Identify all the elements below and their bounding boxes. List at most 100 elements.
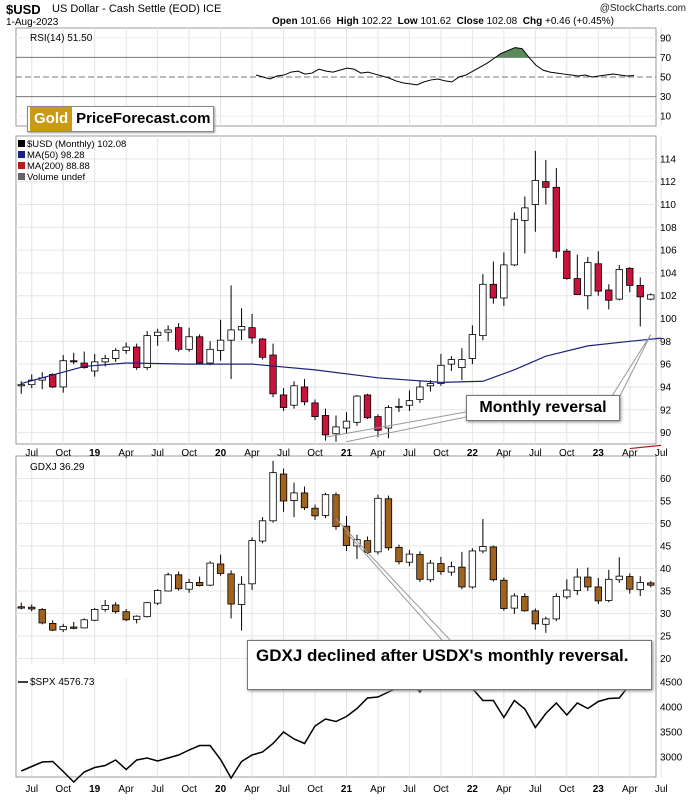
x-tick-label-bottom: Oct xyxy=(433,784,449,795)
usd-candle xyxy=(458,359,466,368)
usd-tick-label: 108 xyxy=(660,223,677,234)
ma200-line xyxy=(629,444,662,450)
usd-tick-label: 90 xyxy=(660,428,672,439)
usd-candle xyxy=(122,346,130,351)
usd-tick-label: 94 xyxy=(660,382,672,393)
gdxj-candle xyxy=(353,539,361,547)
gdxj-candle xyxy=(489,546,498,581)
gdxj-candle xyxy=(521,596,529,612)
gdxj-candle xyxy=(615,575,623,581)
gdxj-candle xyxy=(216,563,225,574)
legend-swatch xyxy=(18,140,25,147)
gdxj-candle xyxy=(332,494,340,528)
x-tick-label-usd: Apr xyxy=(244,448,260,459)
x-tick-label-bottom: Jul xyxy=(529,784,542,795)
x-tick-label-bottom: Jul xyxy=(403,784,416,795)
close-label: Close xyxy=(456,16,484,27)
reversal-leader xyxy=(346,416,467,443)
x-tick-label-bottom: Jul xyxy=(277,784,290,795)
gdxj-candle xyxy=(279,473,288,502)
usd-candle xyxy=(216,339,225,351)
rsi-tick-label: 90 xyxy=(660,33,672,44)
usd-candle xyxy=(332,426,340,435)
gdxj-tick-label: 20 xyxy=(660,654,672,665)
gdxj-candle xyxy=(531,610,539,625)
open-value: 101.66 xyxy=(300,16,331,27)
x-tick-label-bottom: Apr xyxy=(244,784,260,795)
x-tick-label-bottom: Jul xyxy=(151,784,164,795)
logo-priceforecast: PriceForecast.com xyxy=(76,110,211,127)
gdxj-leader xyxy=(335,518,451,641)
usd-candle xyxy=(605,289,613,301)
ma50-line xyxy=(21,337,662,385)
usd-candle xyxy=(626,267,634,286)
gdxj-candle xyxy=(101,605,109,610)
gdxj-candle xyxy=(321,494,330,516)
gdxj-candle xyxy=(552,596,560,620)
x-tick-label-usd: 19 xyxy=(89,448,101,459)
gdxj-candle xyxy=(374,497,382,553)
spx-legend-bg xyxy=(17,664,137,678)
rsi-line xyxy=(255,47,635,86)
x-tick-label-usd: Jul xyxy=(403,448,416,459)
x-tick-label-usd: Oct xyxy=(55,448,71,459)
usd-tick-label: 104 xyxy=(660,268,677,279)
x-tick-label-bottom: Apr xyxy=(118,784,134,795)
usd-candle xyxy=(59,360,67,388)
x-tick-label-bottom: 21 xyxy=(341,784,353,795)
spx-tick-label: 3000 xyxy=(660,753,683,764)
usd-candle xyxy=(269,354,277,395)
rsi-tick-label: 30 xyxy=(660,92,672,103)
gdxj-candle xyxy=(112,604,120,613)
usd-candle xyxy=(91,361,99,372)
usd-candle xyxy=(164,329,172,333)
gdxj-candle xyxy=(237,583,246,605)
usd-candle xyxy=(500,264,508,299)
usd-candle xyxy=(395,405,403,408)
usd-candle xyxy=(573,278,581,295)
x-tick-label-usd: Apr xyxy=(370,448,386,459)
usd-candle xyxy=(636,285,644,298)
gdxj-legend: GDXJ 36.29 xyxy=(30,462,85,473)
usd-candle xyxy=(290,385,298,406)
gdxj-candle xyxy=(248,540,256,585)
gdxj-candle xyxy=(195,582,204,587)
gdxj-candle xyxy=(122,611,130,621)
x-tick-label-bottom: Apr xyxy=(622,784,638,795)
x-tick-label-usd: Jul xyxy=(655,448,668,459)
gdxj-candle xyxy=(91,609,99,621)
usd-candle xyxy=(153,331,162,337)
gdxj-candle xyxy=(479,546,487,552)
gdxj-candle xyxy=(405,553,414,563)
change-label: Chg xyxy=(522,16,543,27)
gdxj-candle xyxy=(437,563,445,573)
spx-tick-label: 4500 xyxy=(660,678,683,689)
gdxj-decline-callout: GDXJ declined after USDX's monthly rever… xyxy=(247,640,652,690)
usd-candle xyxy=(49,374,57,388)
usd-candle xyxy=(405,400,414,406)
rsi-overbought-fill xyxy=(495,47,535,58)
x-tick-label-usd: 21 xyxy=(341,448,353,459)
gdxj-candle xyxy=(300,492,309,509)
usd-candle xyxy=(426,383,435,387)
usd-candle xyxy=(374,416,382,431)
x-tick-label-bottom: Oct xyxy=(307,784,323,795)
ohlc-readout: Open 101.66 High 102.22 Low 101.62 Close… xyxy=(272,16,614,27)
monthly-reversal-callout: Monthly reversal xyxy=(466,395,620,421)
gdxj-candle xyxy=(49,623,57,631)
gdxj-candle xyxy=(206,562,214,586)
x-tick-label-usd: Jul xyxy=(277,448,290,459)
usd-legend-item: MA(200) 88.88 xyxy=(27,161,90,172)
usd-legend-item: Volume undef xyxy=(27,172,85,183)
rsi-tick-label: 10 xyxy=(660,112,672,123)
gdxj-candle xyxy=(510,595,519,609)
gdxj-candle xyxy=(227,573,235,605)
x-tick-label-bottom: Apr xyxy=(370,784,386,795)
usd-tick-label: 96 xyxy=(660,360,672,371)
usd-candle xyxy=(237,326,246,331)
x-tick-label-bottom: 19 xyxy=(89,784,101,795)
gdxj-candle xyxy=(28,606,36,610)
copyright-text: @StockCharts.com xyxy=(599,3,686,14)
spx-legend: $SPX 4576.73 xyxy=(30,677,95,688)
